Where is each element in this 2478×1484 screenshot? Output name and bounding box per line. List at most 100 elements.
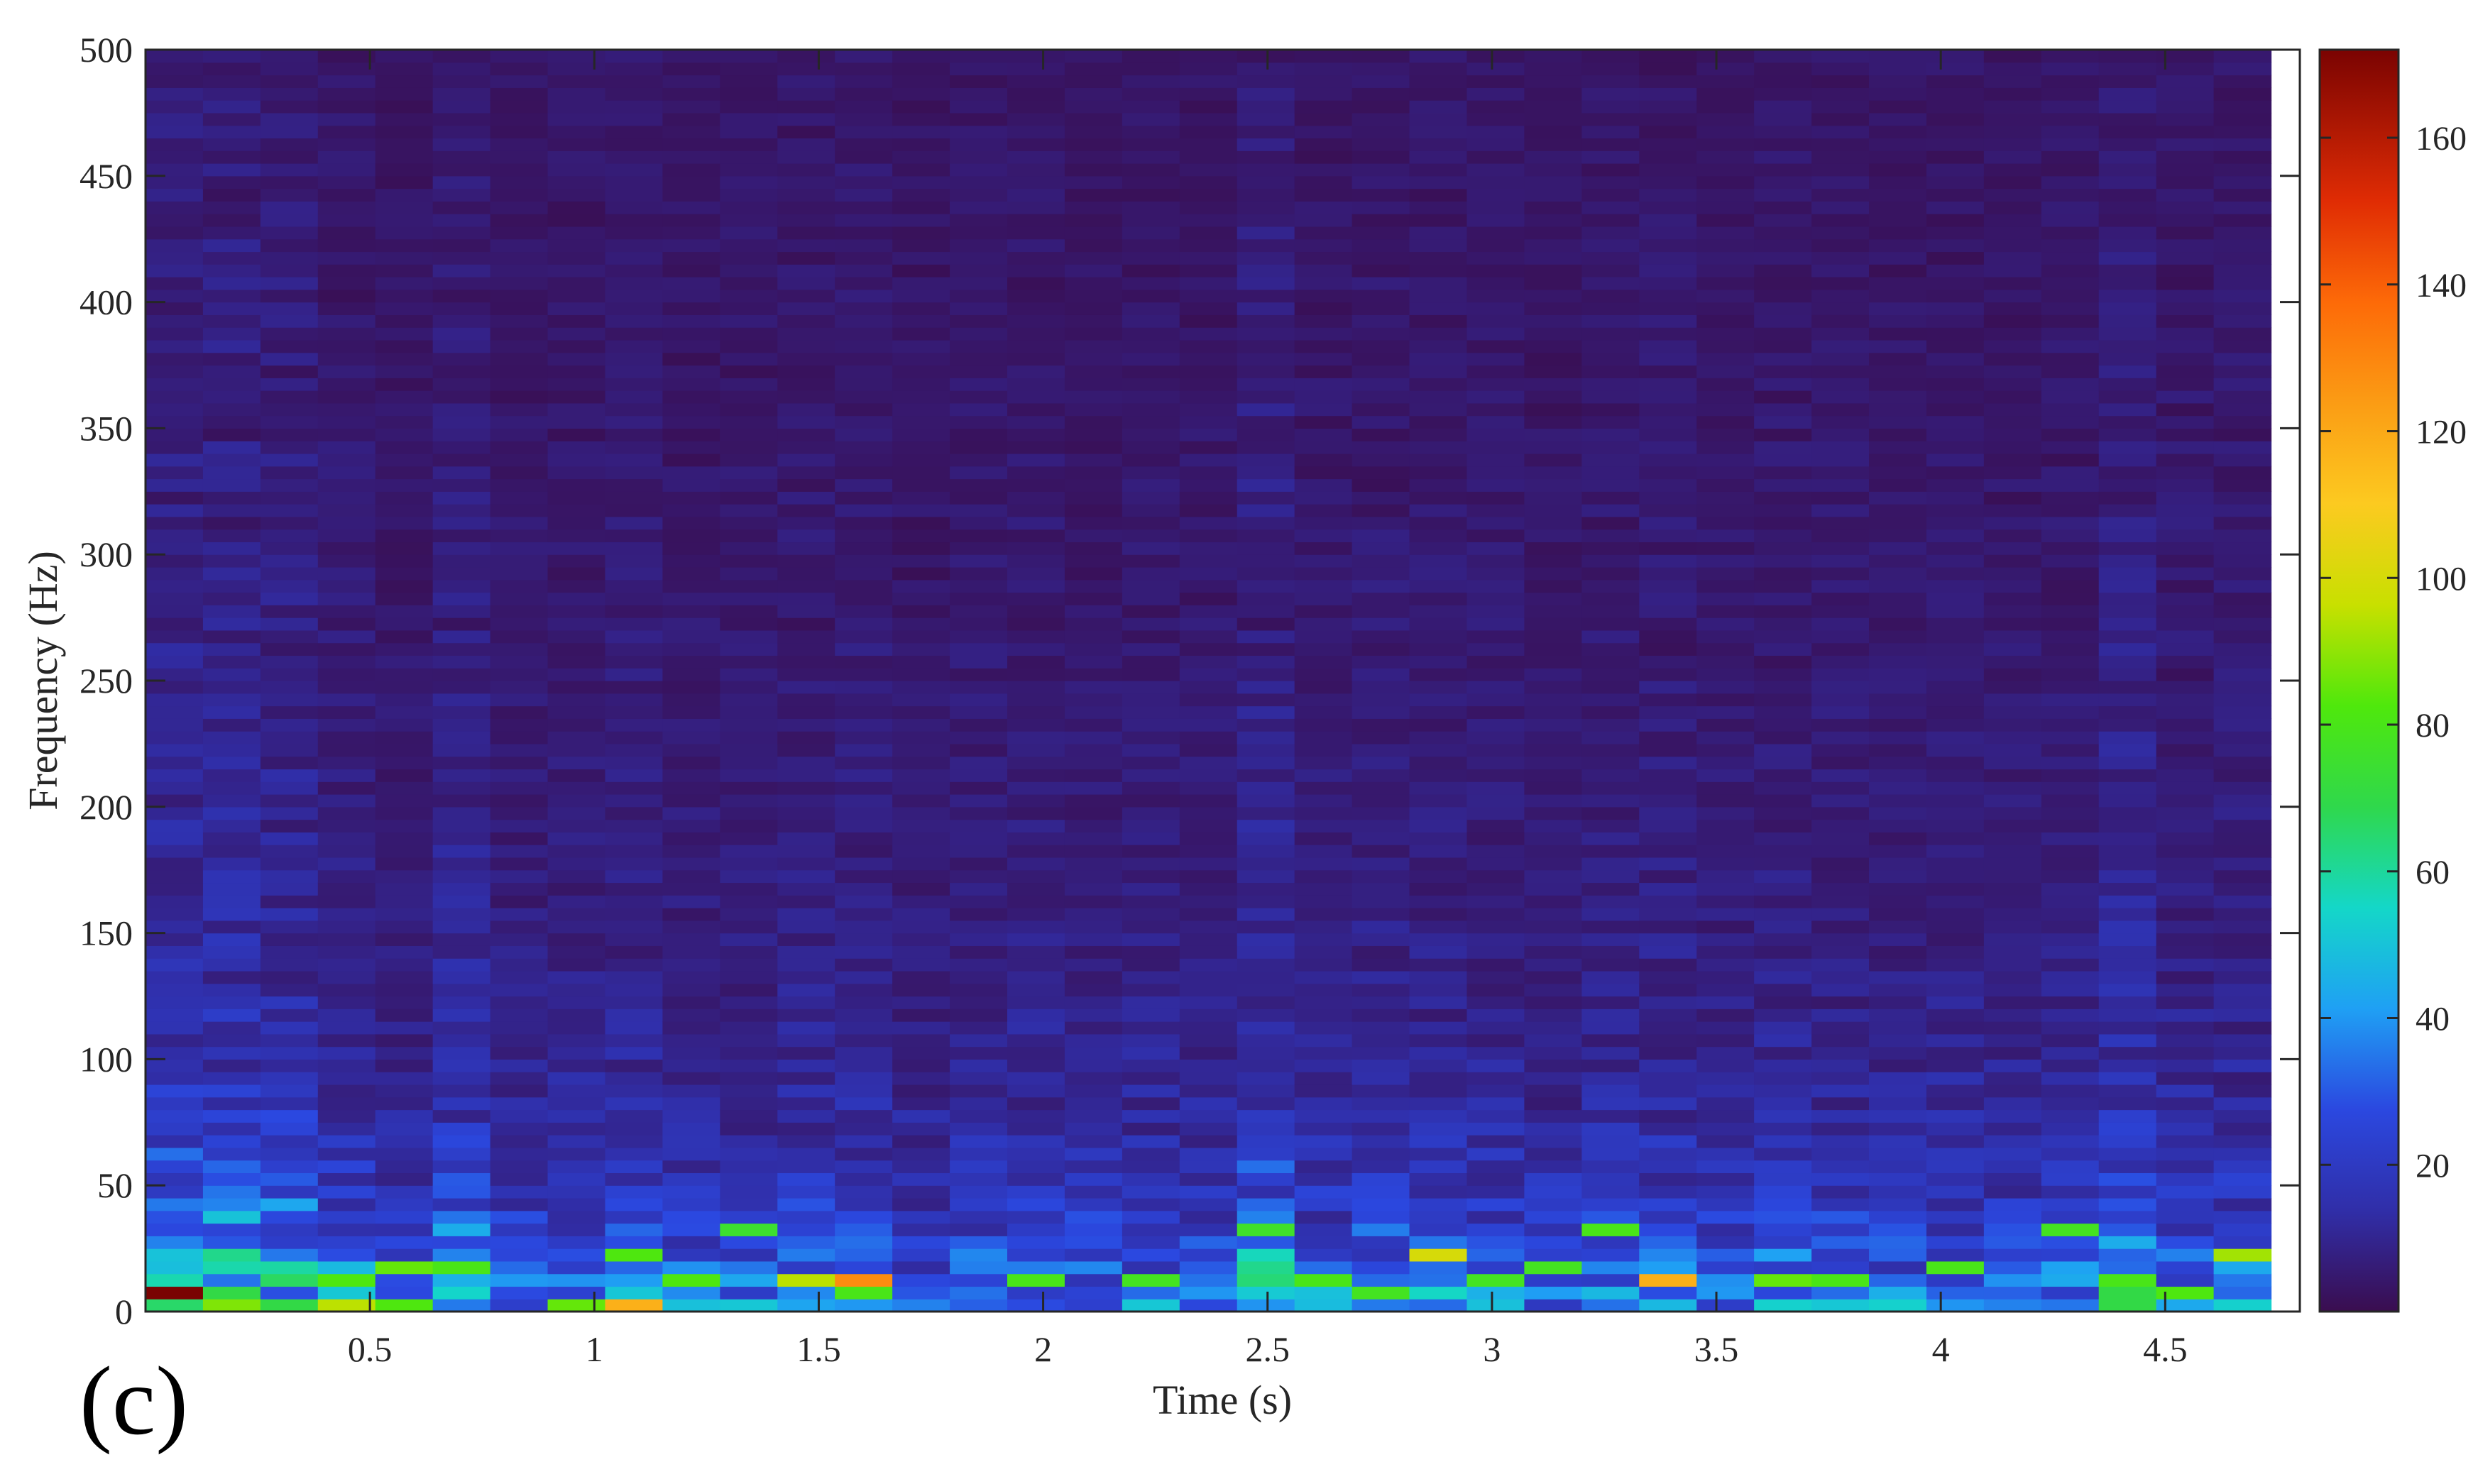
heatmap-cell: [1352, 402, 1410, 417]
heatmap-cell: [1754, 491, 1812, 505]
heatmap-cell: [1754, 1059, 1812, 1072]
heatmap-cell: [1639, 428, 1697, 441]
heatmap-cell: [1352, 958, 1410, 972]
heatmap-cell: [1409, 238, 1468, 253]
heatmap-cell: [1983, 832, 2042, 845]
heatmap-cell: [1122, 163, 1180, 177]
heatmap-cell: [317, 920, 376, 934]
heatmap-cell: [605, 150, 663, 164]
heatmap-cell: [892, 945, 950, 959]
heatmap-cell: [720, 466, 778, 480]
heatmap-cell: [375, 908, 434, 921]
heatmap-cell: [1007, 1299, 1065, 1312]
heatmap-cell: [1007, 402, 1065, 417]
heatmap-cell: [1294, 794, 1353, 808]
heatmap-cell: [1007, 378, 1065, 391]
heatmap-cell: [1639, 1299, 1697, 1312]
heatmap-cell: [950, 125, 1008, 139]
heatmap-cell: [2213, 138, 2272, 151]
heatmap-cell: [777, 453, 835, 467]
heatmap-cell: [1409, 138, 1468, 151]
heatmap-cell: [146, 1299, 204, 1312]
heatmap-cell: [260, 1286, 319, 1299]
heatmap-cell: [1122, 441, 1180, 454]
heatmap-cell: [720, 62, 778, 76]
heatmap-cell: [2098, 1135, 2157, 1148]
heatmap-cell: [432, 845, 491, 858]
heatmap-cell: [1122, 769, 1180, 782]
heatmap-cell: [202, 642, 261, 656]
heatmap-cell: [777, 428, 835, 441]
heatmap-cell: [1811, 478, 1870, 492]
heatmap-cell: [2098, 516, 2157, 530]
heatmap-cell: [432, 857, 491, 871]
heatmap-cell: [1237, 1160, 1295, 1174]
heatmap-cell: [1696, 1185, 1755, 1199]
heatmap-cell: [1122, 1299, 1180, 1312]
heatmap-cell: [2098, 188, 2157, 202]
heatmap-cell: [1696, 529, 1755, 543]
heatmap-cell: [1237, 163, 1295, 177]
heatmap-cell: [1754, 1210, 1812, 1224]
heatmap-cell: [1122, 529, 1180, 543]
heatmap-cell: [1466, 566, 1525, 581]
heatmap-cell: [1696, 302, 1755, 315]
heatmap-cell: [490, 188, 549, 202]
heatmap-cell: [490, 895, 549, 908]
heatmap-cell: [146, 50, 204, 63]
heatmap-cell: [490, 1185, 549, 1199]
heatmap-cell: [1926, 945, 1985, 959]
heatmap-cell: [2098, 983, 2157, 997]
heatmap-cell: [2156, 1248, 2215, 1262]
heatmap-cell: [1122, 1021, 1180, 1035]
heatmap-cell: [720, 566, 778, 581]
heatmap-cell: [1696, 857, 1755, 871]
heatmap-cell: [720, 970, 778, 984]
heatmap-cell: [375, 50, 434, 63]
heatmap-cell: [2098, 920, 2157, 934]
heatmap-cell: [1869, 1260, 1927, 1275]
heatmap-cell: [1696, 314, 1755, 328]
heatmap-cell: [1007, 1160, 1065, 1174]
heatmap-cell: [375, 630, 434, 644]
heatmap-cell: [662, 453, 720, 467]
heatmap-cell: [1926, 226, 1985, 240]
heatmap-cell: [1926, 743, 1985, 757]
heatmap-cell: [1639, 327, 1697, 341]
heatmap-cell: [1524, 1147, 1582, 1161]
heatmap-cell: [892, 1021, 950, 1035]
heatmap-cell: [260, 895, 319, 908]
heatmap-cell: [1696, 415, 1755, 429]
heatmap-cell: [950, 264, 1008, 277]
heatmap-cell: [202, 504, 261, 517]
heatmap-cell: [1754, 668, 1812, 681]
heatmap-cell: [1811, 832, 1870, 845]
heatmap-cell: [1581, 163, 1640, 177]
heatmap-cell: [1179, 882, 1238, 896]
heatmap-cell: [1294, 87, 1353, 101]
heatmap-cell: [950, 794, 1008, 808]
heatmap-cell: [720, 1223, 778, 1236]
heatmap-cell: [1179, 794, 1238, 808]
heatmap-cell: [1524, 781, 1582, 795]
heatmap-cell: [1581, 428, 1640, 441]
heatmap-cell: [1926, 1135, 1985, 1148]
heatmap-cell: [432, 62, 491, 76]
heatmap-cell: [1179, 1236, 1238, 1249]
heatmap-cell: [1179, 1273, 1238, 1287]
heatmap-cell: [1064, 289, 1123, 303]
heatmap-cell: [892, 415, 950, 429]
heatmap-cell: [605, 1147, 663, 1161]
heatmap-cell: [1983, 188, 2042, 202]
heatmap-cell: [2041, 214, 2100, 227]
heatmap-cell: [1466, 529, 1525, 543]
heatmap-cell: [1524, 693, 1582, 707]
heatmap-cell: [1926, 75, 1985, 88]
heatmap-cell: [950, 238, 1008, 253]
heatmap-cell: [2041, 1084, 2100, 1098]
heatmap-cell: [1409, 289, 1468, 303]
heatmap-cell: [547, 138, 606, 151]
heatmap-cell: [777, 617, 835, 631]
heatmap-cell: [1754, 958, 1812, 972]
heatmap-cell: [1179, 201, 1238, 214]
